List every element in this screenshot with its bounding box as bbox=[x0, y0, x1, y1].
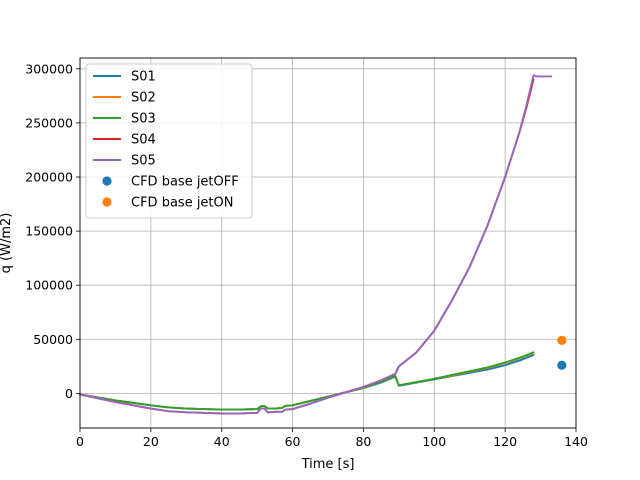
x-tick-label: 80 bbox=[355, 434, 371, 449]
legend-label-s02: S02 bbox=[131, 91, 156, 106]
legend-label-s01: S01 bbox=[131, 70, 156, 85]
legend-label-cfd-base-jetoff: CFD base jetOFF bbox=[131, 175, 239, 190]
legend-label-cfd-base-jeton: CFD base jetON bbox=[131, 196, 233, 211]
x-tick-label: 120 bbox=[493, 434, 517, 449]
y-tick-label: 100000 bbox=[25, 278, 73, 293]
y-tick-label: 50000 bbox=[33, 332, 73, 347]
x-tick-label: 140 bbox=[564, 434, 588, 449]
scatter-point-cfd-base-jeton bbox=[557, 335, 567, 345]
legend-label-s05: S05 bbox=[131, 154, 156, 169]
legend-box bbox=[85, 63, 253, 219]
y-tick-label: 0 bbox=[65, 386, 73, 401]
y-tick-label: 300000 bbox=[25, 61, 73, 76]
ticks: 0 20 40 60 80 100 120 140 0 50000 100000 150000 2000… bbox=[25, 61, 588, 449]
series-line-s03 bbox=[79, 351, 535, 411]
series-layer bbox=[79, 74, 567, 415]
y-tick-label: 200000 bbox=[25, 170, 73, 185]
x-tick-label: 100 bbox=[422, 434, 446, 449]
legend-swatch-cfd-base-jetoff bbox=[102, 176, 112, 186]
y-tick-label: 150000 bbox=[25, 224, 73, 239]
legend-label-s04: S04 bbox=[131, 133, 156, 148]
x-tick-label: 60 bbox=[285, 434, 301, 449]
x-tick-label: 20 bbox=[143, 434, 159, 449]
x-axis-label: Time [s] bbox=[301, 457, 355, 472]
x-tick-label: 0 bbox=[76, 434, 84, 449]
axes-frame bbox=[79, 57, 577, 429]
series-line-s05 bbox=[79, 74, 553, 415]
y-tick-label: 250000 bbox=[25, 115, 73, 130]
legend-swatch-cfd-base-jeton bbox=[102, 197, 112, 207]
scatter-point-cfd-base-jetoff bbox=[557, 360, 567, 370]
legend-label-s03: S03 bbox=[131, 112, 156, 127]
legend: S01 S02 S03 S04 S05 CFD base jetOFF CFD base j… bbox=[85, 63, 253, 219]
y-axis-label: q (W/m2) bbox=[0, 213, 14, 274]
x-tick-label: 40 bbox=[214, 434, 230, 449]
